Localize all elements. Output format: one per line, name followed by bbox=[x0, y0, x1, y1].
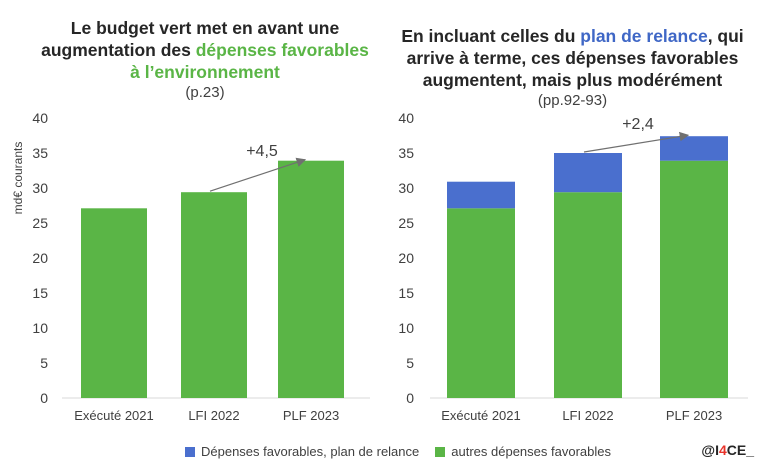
left-title-line3-highlight: à l’environnement bbox=[130, 62, 280, 82]
left-ytick-40: 40 bbox=[32, 110, 48, 126]
right-ytick-20: 20 bbox=[398, 250, 414, 266]
brand-logo: @I4CE_ bbox=[701, 442, 754, 458]
left-ytick-10: 10 bbox=[32, 320, 48, 336]
right-annotation-arrow bbox=[583, 131, 690, 153]
right-bar-green-2 bbox=[660, 160, 728, 398]
right-ytick-10: 10 bbox=[398, 320, 414, 336]
right-ytick-0: 0 bbox=[406, 390, 414, 406]
right-title-line1-highlight: plan de relance bbox=[580, 26, 708, 46]
right-category-label-0: Exécuté 2021 bbox=[441, 408, 521, 423]
right-ytick-30: 30 bbox=[398, 180, 414, 196]
left-title-line2-highlight: dépenses favorables bbox=[195, 40, 369, 60]
left-category-label-2: PLF 2023 bbox=[283, 408, 339, 423]
left-annotation-arrow bbox=[209, 157, 307, 192]
legend-item-plan-relance: Dépenses favorables, plan de relance bbox=[185, 444, 419, 459]
left-ytick-30: 30 bbox=[32, 180, 48, 196]
left-ytick-25: 25 bbox=[32, 215, 48, 231]
right-bar-blue-0 bbox=[447, 181, 515, 209]
right-ytick-40: 40 bbox=[398, 110, 414, 126]
left-y-axis-title: md€ courants bbox=[11, 142, 25, 215]
left-category-label-1: LFI 2022 bbox=[188, 408, 239, 423]
legend-label-autres: autres dépenses favorables bbox=[451, 444, 611, 459]
right-title-line3: augmentent, mais plus modérément bbox=[422, 70, 723, 90]
right-title-line1-post: , qui bbox=[707, 26, 744, 46]
right-title-ref: (pp.92-93) bbox=[537, 92, 608, 109]
legend: Dépenses favorables, plan de relance aut… bbox=[185, 444, 627, 459]
right-ytick-25: 25 bbox=[398, 215, 414, 231]
right-title-line2: arrive à terme, ces dépenses favorables bbox=[406, 48, 739, 68]
right-bar-blue-2 bbox=[660, 136, 728, 161]
left-category-label-0: Exécuté 2021 bbox=[74, 408, 154, 423]
left-ytick-15: 15 bbox=[32, 285, 48, 301]
left-bar-green-2 bbox=[278, 160, 344, 398]
right-ytick-35: 35 bbox=[398, 145, 414, 161]
left-ytick-5: 5 bbox=[40, 355, 48, 371]
brand-post: CE_ bbox=[726, 442, 754, 458]
right-ytick-15: 15 bbox=[398, 285, 414, 301]
left-chart-title: Le budget vert met en avant une augmenta… bbox=[30, 17, 380, 103]
right-chart-title: En incluant celles du plan de relance, q… bbox=[385, 25, 760, 111]
right-category-label-2: PLF 2023 bbox=[666, 408, 722, 423]
left-title-ref: (p.23) bbox=[185, 84, 225, 101]
left-bar-green-1 bbox=[181, 192, 247, 398]
right-bar-blue-1 bbox=[554, 153, 622, 193]
right-ytick-5: 5 bbox=[406, 355, 414, 371]
left-ytick-35: 35 bbox=[32, 145, 48, 161]
left-title-line1: Le budget vert met en avant une bbox=[70, 18, 340, 38]
right-category-label-1: LFI 2022 bbox=[562, 408, 613, 423]
right-title-line1-pre: En incluant celles du bbox=[401, 26, 581, 46]
left-title-line2-pre: augmentation des bbox=[41, 40, 196, 60]
legend-swatch-blue bbox=[185, 446, 195, 457]
left-ytick-0: 0 bbox=[40, 390, 48, 406]
left-bar-green-0 bbox=[81, 208, 147, 398]
right-bar-green-1 bbox=[554, 192, 622, 398]
left-ytick-20: 20 bbox=[32, 250, 48, 266]
legend-label-plan-relance: Dépenses favorables, plan de relance bbox=[201, 444, 420, 459]
brand-four: 4 bbox=[718, 442, 727, 458]
right-annotation-label: +2,4 bbox=[622, 116, 654, 133]
legend-swatch-green bbox=[435, 446, 446, 457]
brand-pre: @I bbox=[701, 442, 719, 458]
left-annotation-label: +4,5 bbox=[246, 143, 278, 160]
right-bar-green-0 bbox=[447, 208, 515, 398]
legend-item-autres: autres dépenses favorables bbox=[435, 444, 611, 459]
